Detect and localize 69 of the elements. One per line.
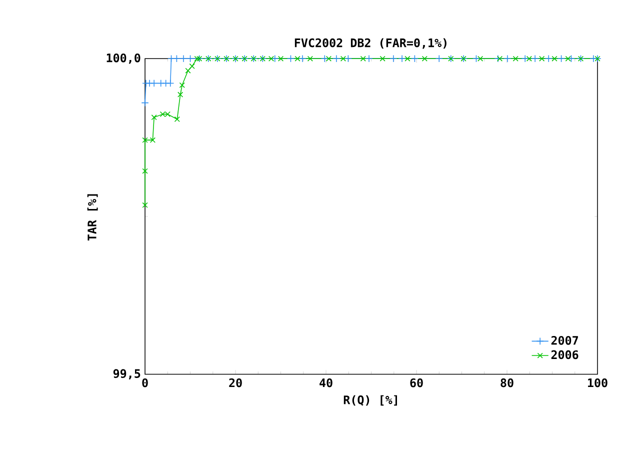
point [565,56,571,62]
point [478,56,484,62]
point [178,92,184,98]
point [552,56,558,62]
point [186,55,194,63]
point [320,55,328,63]
point [404,56,410,62]
point [307,56,313,62]
y-axis-title: TAR [%] [87,194,98,241]
point [340,56,346,62]
x-tick-label: 100 [588,378,608,388]
point [504,55,512,63]
point [268,56,274,62]
point [472,55,480,63]
point [278,56,284,62]
point [494,55,502,63]
point [512,56,518,62]
point [141,99,149,107]
point [150,80,158,88]
point [332,55,340,63]
point [286,55,295,63]
chart-title: FVC2002 DB2 (FAR=0,1%) [294,38,446,49]
x-tick-label: 60 [410,378,423,388]
point [410,55,418,63]
point [167,55,176,63]
point [298,55,306,63]
legend-label: 2007 [551,336,578,346]
point [496,56,503,62]
x-axis-title: R(Q) [%] [344,395,397,406]
point [360,56,366,62]
point [162,80,170,88]
point [166,80,174,88]
point [365,55,373,63]
point [398,55,406,63]
point [390,55,398,63]
point [344,55,352,63]
point [189,64,195,70]
point [422,56,428,62]
x-tick-label: 80 [500,378,514,388]
point [558,55,566,63]
point [521,55,529,63]
x-tick-label: 40 [320,378,332,388]
point [544,55,552,63]
point [142,202,148,208]
x-tick-label: 0 [142,378,148,388]
point [380,56,386,62]
point [151,114,157,120]
point [435,55,443,63]
point [526,56,532,62]
point [150,138,156,144]
point [172,55,180,63]
point [146,80,154,88]
point [157,80,165,88]
legend-label: 2006 [551,350,578,360]
x-tick-label: 20 [229,378,242,388]
point [185,68,191,74]
point [194,56,200,62]
point [539,56,545,62]
point [142,138,148,144]
point [326,56,332,62]
point [531,55,539,63]
y-tick-label: 99,5 [113,369,140,380]
point [142,168,148,174]
point [174,116,180,122]
point [294,56,300,62]
point [271,55,279,63]
point [180,55,188,63]
y-tick-label: 100,0 [106,54,140,64]
point [179,82,185,88]
